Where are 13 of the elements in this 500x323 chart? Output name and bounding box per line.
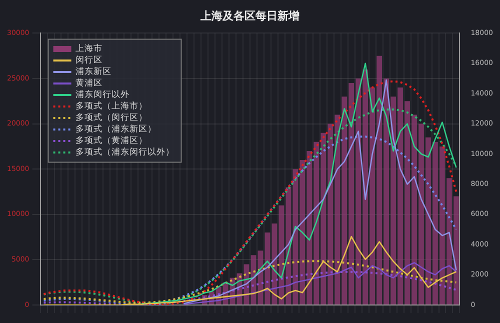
legend-label: 闵行区: [75, 54, 102, 66]
line-series: [42, 270, 458, 305]
legend-label: 黄浦区: [75, 78, 102, 89]
chart-title: 上海及各区每日新增: [200, 9, 300, 22]
legend-label: 浦东闵行以外: [75, 89, 130, 100]
line-series: [42, 260, 458, 304]
legend-label: 多项式（黄浦区）: [75, 135, 148, 146]
legend-label: 上海市: [75, 43, 102, 54]
legend-label: 浦东新区: [75, 66, 112, 78]
legend-label: 多项式（浦东闵行以外）: [75, 146, 174, 158]
legend-label: 多项式（上海市）: [75, 100, 148, 112]
legend-label: 多项式（闵行区）: [75, 112, 148, 124]
legend-label: 多项式（浦东新区）: [75, 124, 156, 135]
